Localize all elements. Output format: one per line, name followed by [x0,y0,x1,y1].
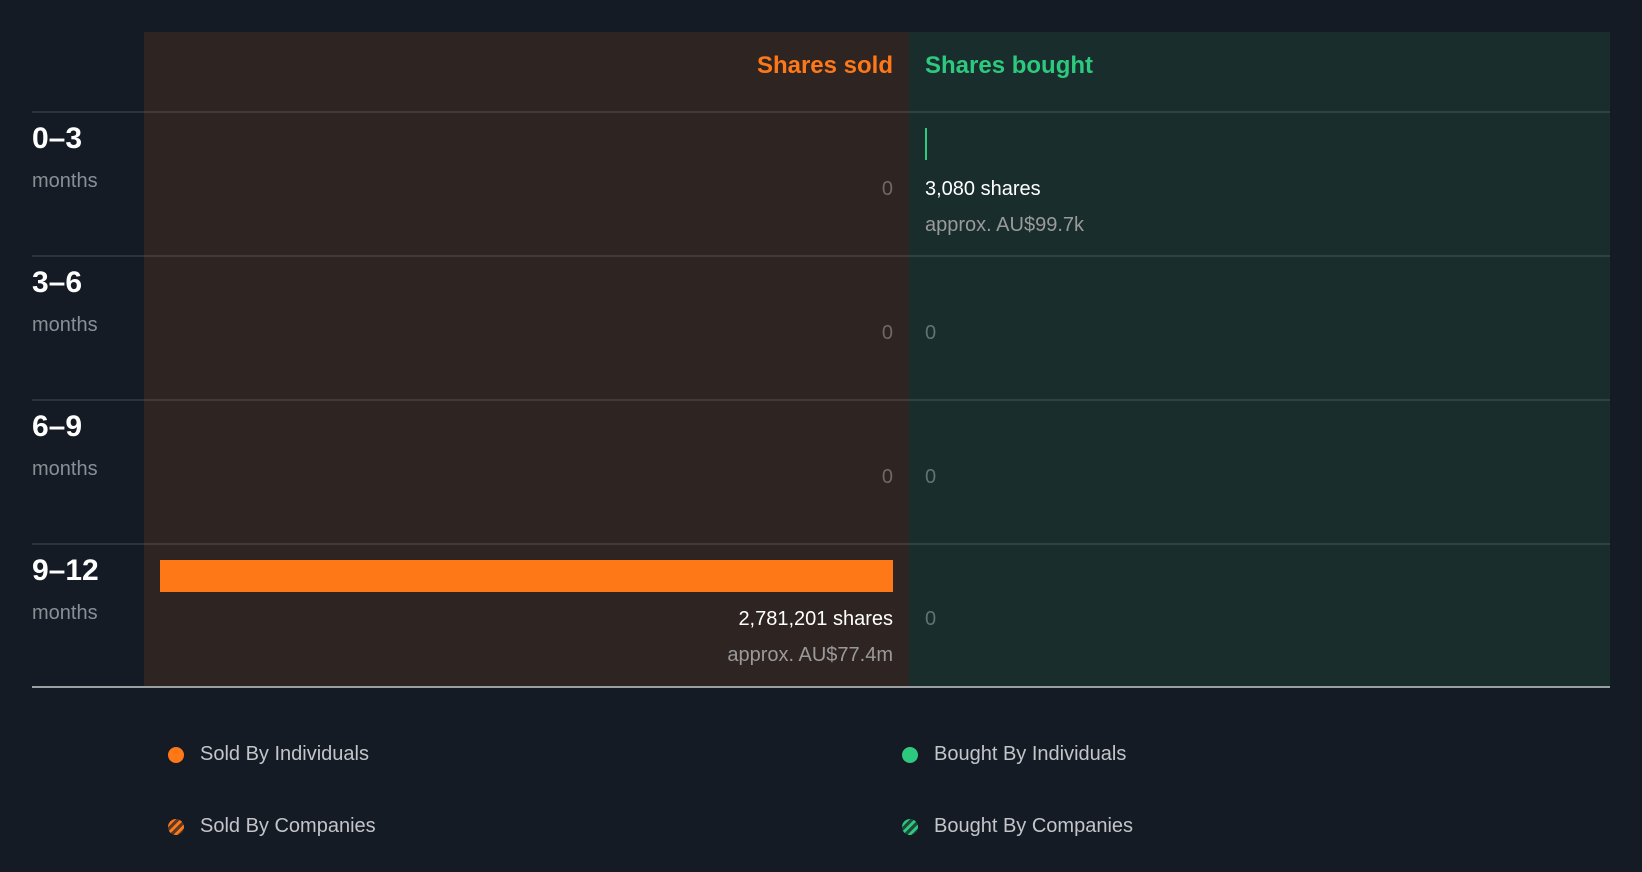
legend-label: Bought By Individuals [934,743,1127,765]
shares-bought-panel [909,32,1610,687]
sold-approx-value: approx. AU$77.4m [727,644,893,666]
chart-baseline [32,686,1610,688]
green-hatched-dot-icon [902,818,918,835]
legend-label: Bought By Companies [934,815,1134,837]
shares-bought-header: Shares bought [925,52,1094,79]
period-label: 9–12 [32,554,99,587]
period-row-3-6: 3–6 months 0 0 [0,256,1642,400]
bought-value: 0 [925,608,937,630]
legend-label: Sold By Individuals [200,743,369,765]
legend-bought-individuals[interactable]: Bought By Individuals [902,743,1126,766]
row-separator [32,111,1610,113]
legend-sold-companies[interactable]: Sold By Companies [168,815,376,838]
sold-bar[interactable] [160,560,893,592]
sold-shares: 2,781,201 shares [738,608,893,630]
orange-dot-icon [168,746,184,763]
period-label: 6–9 [32,410,83,443]
sold-value: 0 [881,322,893,344]
period-unit: months [32,458,98,480]
period-unit: months [32,602,98,624]
shares-sold-header: Shares sold [756,52,893,79]
period-row-9-12: 9–12 months 2,781,201 shares approx. AU$… [0,544,1642,688]
period-unit: months [32,170,98,192]
row-separator [32,543,1610,545]
legend-label: Sold By Companies [200,815,376,837]
period-row-0-3: 0–3 months 0 3,080 shares approx. AU$99.… [0,112,1642,256]
green-dot-icon [902,746,918,763]
bought-approx-value: approx. AU$99.7k [925,214,1084,236]
sold-value: 0 [881,178,893,200]
period-label: 3–6 [32,266,83,299]
period-label: 0–3 [32,122,83,155]
legend-bought-companies[interactable]: Bought By Companies [902,815,1133,838]
bought-shares: 3,080 shares [925,178,1041,200]
period-row-6-9: 6–9 months 0 0 [0,400,1642,544]
period-unit: months [32,314,98,336]
legend-sold-individuals[interactable]: Sold By Individuals [168,743,369,766]
bought-bar[interactable] [925,128,927,160]
bought-value: 0 [925,466,937,488]
sold-value: 0 [881,466,893,488]
row-separator [32,255,1610,257]
row-separator [32,399,1610,401]
orange-hatched-dot-icon [168,818,184,835]
bought-value: 0 [925,322,937,344]
